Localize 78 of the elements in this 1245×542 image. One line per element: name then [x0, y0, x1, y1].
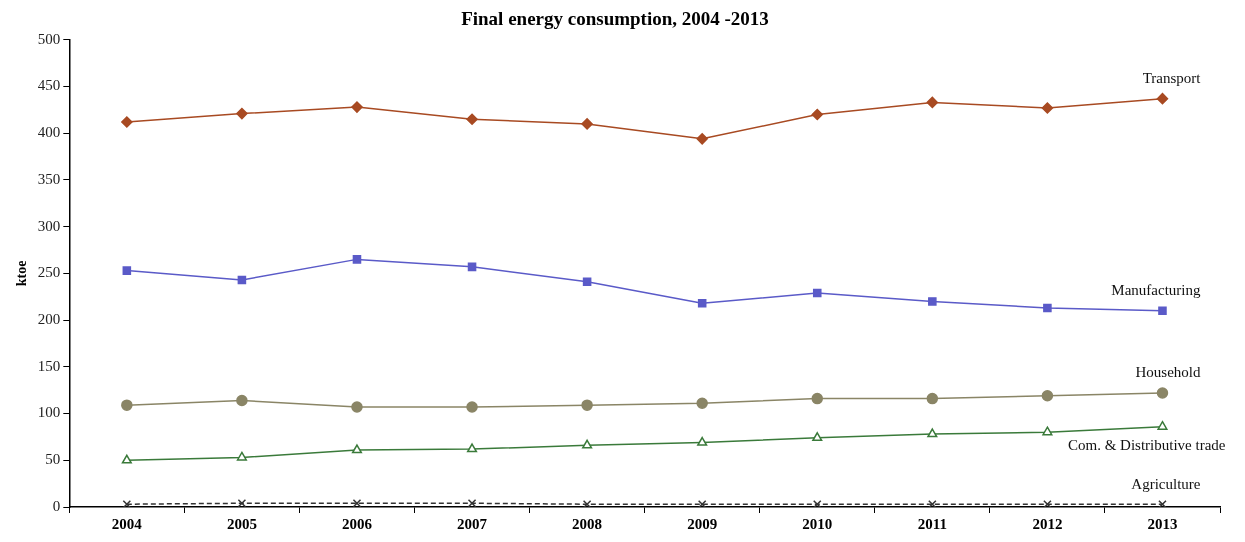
- x-tick-label: 2011: [917, 515, 947, 532]
- point: [926, 392, 939, 405]
- point: [1041, 390, 1054, 402]
- point: [236, 451, 247, 461]
- y-tick-label: 300: [37, 217, 61, 234]
- point: [811, 108, 824, 121]
- point: [467, 498, 477, 507]
- x-tick-label: 2009: [687, 515, 718, 532]
- point: [351, 444, 363, 454]
- point: [466, 113, 478, 125]
- x-tick-label: 2012: [1032, 515, 1063, 532]
- point: [582, 499, 592, 507]
- point: [1042, 426, 1053, 436]
- point: [236, 107, 248, 120]
- point: [926, 96, 939, 109]
- y-tick-label: 450: [37, 77, 61, 94]
- point: [582, 439, 593, 449]
- point: [237, 498, 247, 507]
- x-tick-label: 2006: [341, 515, 373, 532]
- point: [121, 399, 133, 411]
- y-tick-label: 50: [45, 451, 61, 468]
- y-tick-label: 0: [52, 497, 61, 514]
- y-tick-label: 250: [37, 264, 61, 281]
- point: [1041, 102, 1054, 114]
- series-label: Household: [1135, 364, 1201, 381]
- point: [928, 499, 937, 507]
- chart-title: Final energy consumption, 2004 -2013: [461, 8, 769, 30]
- point: [696, 397, 708, 410]
- point: [121, 116, 133, 128]
- series-label: Com. & Distributive trade: [1067, 437, 1226, 454]
- point: [466, 401, 478, 413]
- y-tick-label: 100: [37, 404, 61, 421]
- point: [1158, 306, 1167, 316]
- y-tick-label: 400: [37, 124, 61, 141]
- point: [697, 299, 707, 308]
- point: [697, 436, 708, 446]
- point: [1157, 420, 1168, 430]
- y-axis-title: ktoe: [14, 260, 30, 287]
- point: [1043, 499, 1052, 507]
- series-label: Agriculture: [1131, 475, 1201, 492]
- point: [812, 499, 822, 507]
- point: [927, 428, 938, 438]
- x-tick-label: 2008: [572, 515, 603, 532]
- point: [582, 277, 592, 287]
- point: [1043, 303, 1052, 313]
- point: [352, 255, 362, 264]
- series-label: Transport: [1142, 70, 1202, 87]
- point: [1158, 499, 1167, 507]
- x-tick-label: 2005: [226, 515, 257, 532]
- point: [581, 118, 593, 130]
- y-tick-label: 150: [37, 357, 61, 374]
- point: [812, 432, 823, 442]
- point: [466, 443, 478, 453]
- x-tick-label: 2013: [1147, 515, 1178, 532]
- point: [1156, 92, 1169, 105]
- x-tick-label: 2007: [457, 515, 488, 532]
- point: [237, 275, 247, 285]
- point: [351, 101, 363, 113]
- point: [581, 399, 593, 411]
- series-label: Manufacturing: [1111, 282, 1201, 299]
- point: [697, 499, 707, 507]
- point: [236, 394, 248, 407]
- y-tick-label: 500: [37, 30, 61, 47]
- y-tick-label: 200: [37, 311, 61, 328]
- point: [811, 392, 824, 405]
- y-tick-label: 350: [37, 170, 61, 187]
- point: [351, 401, 363, 413]
- point: [1156, 387, 1169, 399]
- x-tick-label: 2010: [802, 515, 833, 532]
- point: [696, 133, 708, 145]
- point: [122, 266, 132, 275]
- point: [812, 288, 822, 298]
- point: [467, 262, 477, 272]
- point: [928, 297, 937, 306]
- x-tick-label: 2004: [111, 515, 143, 532]
- point: [121, 454, 132, 464]
- point: [352, 498, 362, 507]
- point: [122, 499, 132, 507]
